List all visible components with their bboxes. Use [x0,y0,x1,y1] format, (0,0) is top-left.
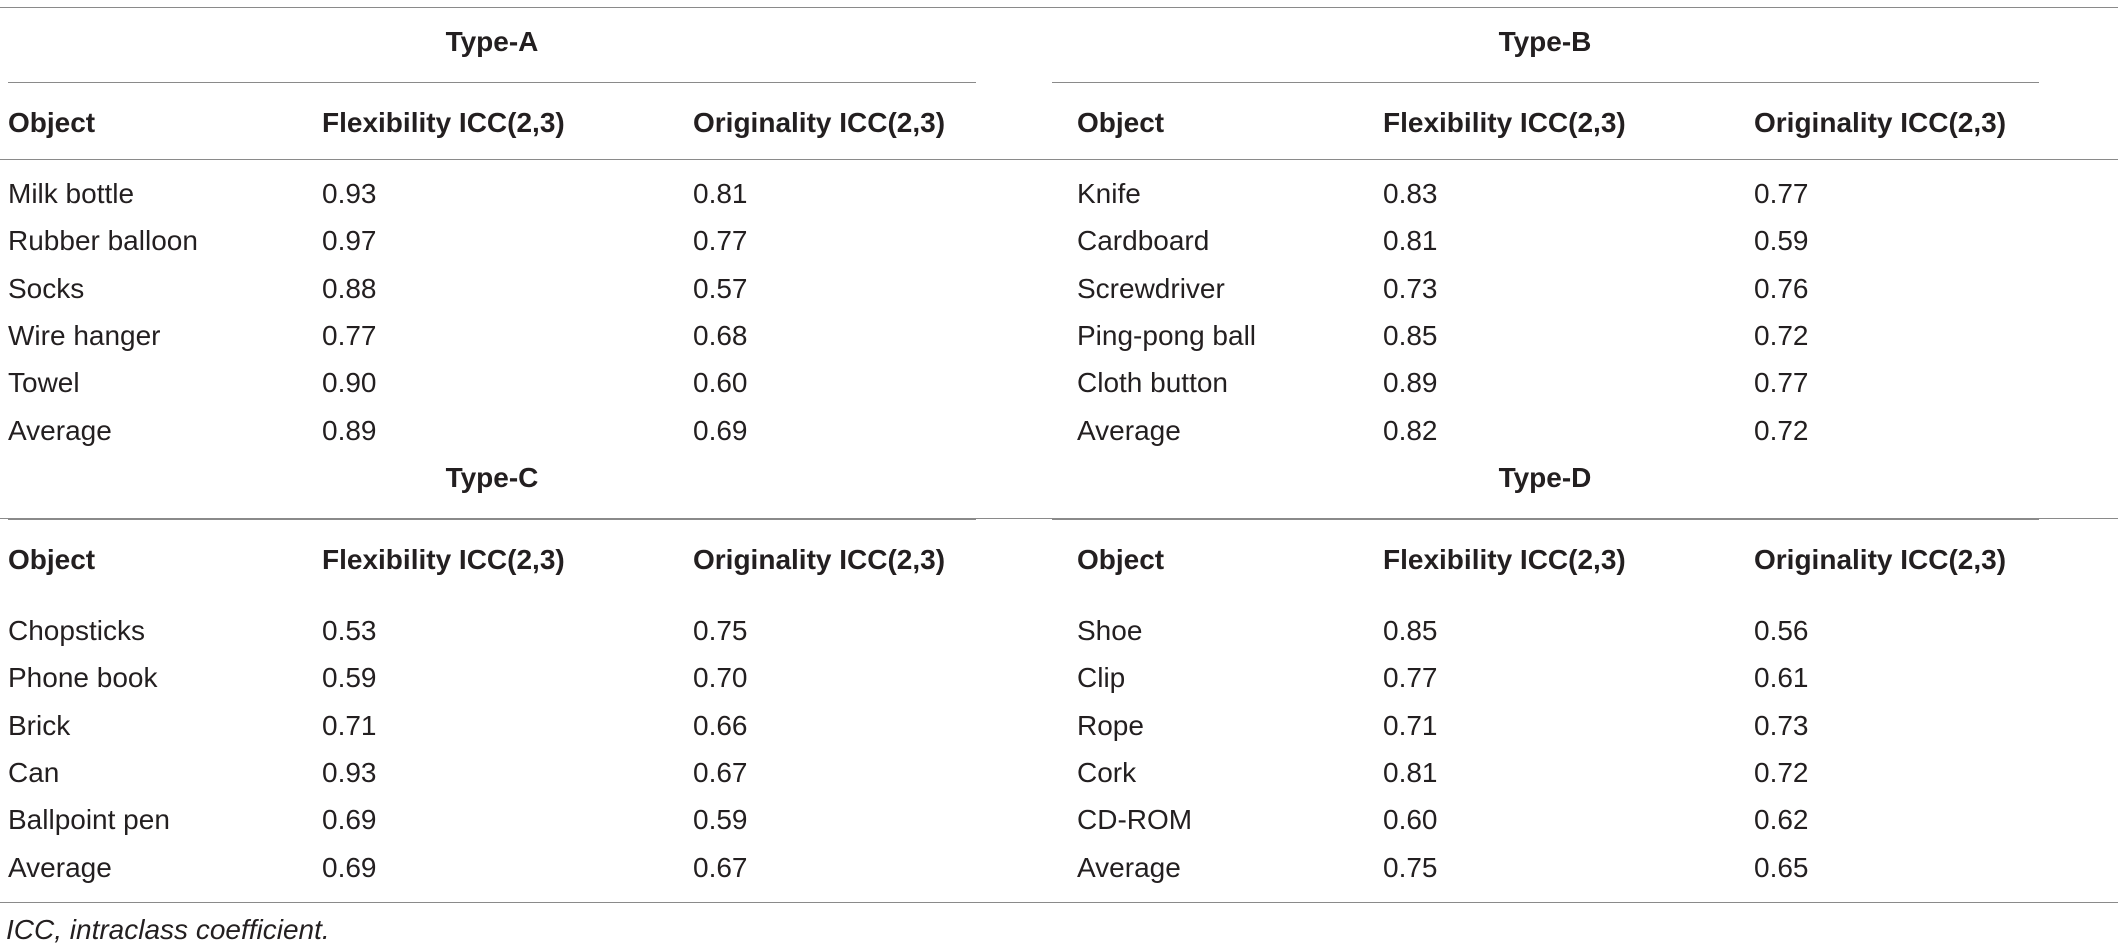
type-b-row-6-originality: 0.72 [1754,414,1809,446]
type-a-row-2-flexibility: 0.97 [322,225,377,257]
type-b-row-5-flexibility: 0.89 [1383,367,1438,399]
type-d-flexibility-header: Flexibility ICC(2,3) [1383,544,1626,575]
type-b-row-4-originality: 0.72 [1754,319,1809,351]
type-d-row-6-flexibility: 0.75 [1383,851,1438,883]
type-b-row-4-object: Ping-pong ball [1077,319,1257,351]
type-a-row-3-flexibility: 0.88 [322,272,377,304]
type-a-row-4-flexibility: 0.77 [322,319,377,351]
type-d-row-6-originality: 0.65 [1754,851,1809,883]
type-d-originality-header: Originality ICC(2,3) [1754,544,2007,575]
type-d-row-5-flexibility: 0.60 [1383,804,1438,836]
type-c-row-2-originality: 0.70 [693,662,748,694]
type-c-row-2-object: Phone book [8,662,158,694]
type-a-row-3-object: Socks [8,272,85,304]
type-a-row-2-object: Rubber balloon [8,225,198,257]
type-b-row-2-originality: 0.59 [1754,225,1809,257]
type-d-row-4-object: Cork [1077,756,1137,788]
type-b-row-6-flexibility: 0.82 [1383,414,1438,446]
type-d-row-1-object: Shoe [1077,615,1143,646]
type-c-row-6-flexibility: 0.69 [322,851,377,883]
type-d-row-2-originality: 0.61 [1754,662,1809,694]
type-a-object-header: Object [8,107,96,138]
type-a-row-1-originality: 0.81 [693,178,748,209]
type-d-row-6-object: Average [1077,851,1181,883]
type-c-row-1-originality: 0.75 [693,615,748,646]
type-c-row-5-originality: 0.59 [693,804,748,836]
type-b-row-1-flexibility: 0.83 [1383,178,1438,209]
type-c-object-header: Object [8,544,96,575]
type-b-row-3-originality: 0.76 [1754,272,1809,304]
type-b-row-4-flexibility: 0.85 [1383,319,1438,351]
type-b-flexibility-header: Flexibility ICC(2,3) [1383,107,1626,138]
type-a-row-4-originality: 0.68 [693,319,748,351]
type-d-row-2-flexibility: 0.77 [1383,662,1438,694]
type-d-row-3-originality: 0.73 [1754,709,1809,741]
type-c-originality-header: Originality ICC(2,3) [693,544,946,575]
type-b-row-2-flexibility: 0.81 [1383,225,1438,257]
type-a-row-1-object: Milk bottle [8,178,135,209]
type-b-spanner-rule [1052,82,2039,83]
type-a-row-2-originality: 0.77 [693,225,748,257]
type-a-row-3-originality: 0.57 [693,272,748,304]
type-d-row-5-object: CD-ROM [1077,804,1193,836]
type-d-row-4-flexibility: 0.81 [1383,756,1438,788]
type-d-title: Type-D [1498,462,1592,493]
type-b-row-5-originality: 0.77 [1754,367,1809,399]
type-a-row-6-originality: 0.69 [693,414,748,446]
table-rule [0,902,2118,903]
type-b-row-6-object: Average [1077,414,1181,446]
type-d-object-header: Object [1077,544,1165,575]
type-d-row-3-object: Rope [1077,709,1144,741]
type-b-row-1-originality: 0.77 [1754,178,1809,209]
type-c-row-1-flexibility: 0.53 [322,615,377,646]
type-c-row-4-flexibility: 0.93 [322,756,377,788]
type-c-row-3-object: Brick [8,709,71,741]
type-c-row-6-originality: 0.67 [693,851,748,883]
type-c-title: Type-C [445,462,539,493]
type-a-row-4-object: Wire hanger [8,319,161,351]
type-b-row-2-object: Cardboard [1077,225,1210,257]
type-c-row-4-originality: 0.67 [693,756,748,788]
type-d-row-2-object: Clip [1077,662,1126,694]
type-b-row-3-object: Screwdriver [1077,272,1225,304]
table-rule [0,159,2118,160]
type-a-row-6-flexibility: 0.89 [322,414,377,446]
type-d-spanner-rule [1052,519,2039,520]
type-a-row-6-object: Average [8,414,112,446]
type-d-row-5-originality: 0.62 [1754,804,1809,836]
type-a-title: Type-A [445,26,539,57]
type-b-title: Type-B [1498,26,1592,57]
type-a-flexibility-header: Flexibility ICC(2,3) [322,107,565,138]
type-b-row-5-object: Cloth button [1077,367,1228,399]
type-d-row-4-originality: 0.72 [1754,756,1809,788]
type-a-row-5-object: Towel [8,367,80,399]
table-footnote: ICC, intraclass coefficient. [6,914,330,945]
type-c-row-1-object: Chopsticks [8,615,145,646]
type-c-flexibility-header: Flexibility ICC(2,3) [322,544,565,575]
type-d-row-3-flexibility: 0.71 [1383,709,1438,741]
type-a-spanner-rule [8,82,976,83]
type-c-row-4-object: Can [8,756,60,788]
type-a-row-1-flexibility: 0.93 [322,178,377,209]
type-c-row-3-originality: 0.66 [693,709,748,741]
type-d-row-1-flexibility: 0.85 [1383,615,1438,646]
type-a-row-5-originality: 0.60 [693,367,748,399]
table-rule [0,7,2118,8]
type-c-row-6-object: Average [8,851,112,883]
type-d-row-1-originality: 0.56 [1754,615,1809,646]
type-b-row-3-flexibility: 0.73 [1383,272,1438,304]
table-rule [0,518,2118,519]
type-b-object-header: Object [1077,107,1165,138]
type-c-row-2-flexibility: 0.59 [322,662,377,694]
type-a-row-5-flexibility: 0.90 [322,367,377,399]
type-a-originality-header: Originality ICC(2,3) [693,107,946,138]
type-c-row-5-flexibility: 0.69 [322,804,377,836]
type-b-originality-header: Originality ICC(2,3) [1754,107,2007,138]
type-c-spanner-rule [8,519,976,520]
type-c-row-3-flexibility: 0.71 [322,709,377,741]
type-c-row-5-object: Ballpoint pen [8,804,170,836]
type-b-row-1-object: Knife [1077,178,1141,209]
